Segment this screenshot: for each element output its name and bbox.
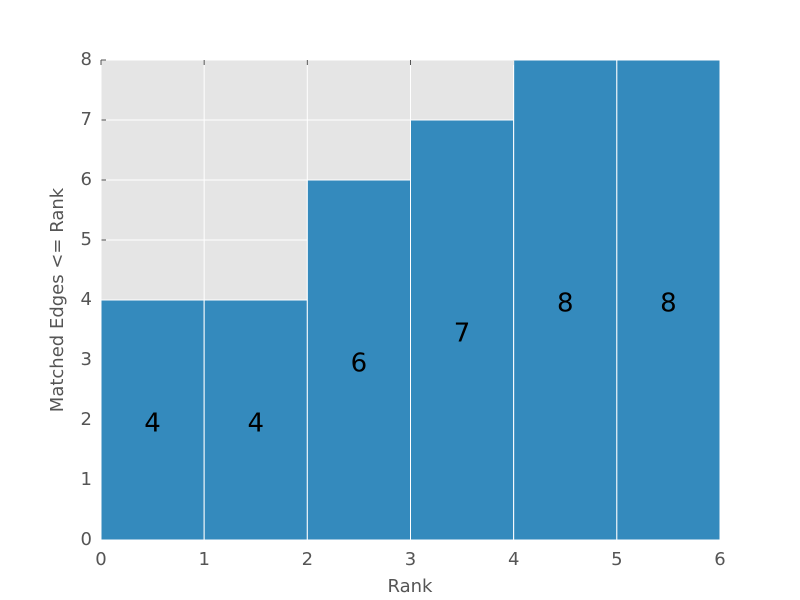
x-tick-label: 3	[405, 549, 416, 570]
bar	[100, 299, 205, 541]
y-tick-label: 7	[81, 109, 92, 130]
x-tick-label: 5	[611, 549, 622, 570]
y-axis-label: Matched Edges <= Rank	[47, 187, 68, 412]
bar	[203, 299, 308, 541]
bar	[616, 59, 721, 541]
x-tick-label: 2	[302, 549, 313, 570]
y-tick-label: 2	[81, 409, 92, 430]
y-tick-label: 8	[81, 49, 92, 70]
bar	[410, 119, 515, 541]
value-label: 4	[144, 409, 161, 439]
x-axis-label: Rank	[388, 576, 434, 597]
bar	[306, 179, 412, 541]
x-tick-label: 1	[198, 549, 209, 570]
y-tick-label: 6	[81, 169, 92, 190]
y-tick-label: 3	[81, 349, 92, 370]
bar	[513, 59, 618, 541]
value-label: 4	[247, 409, 264, 439]
x-tick-label: 0	[95, 549, 106, 570]
value-label: 8	[660, 289, 677, 319]
y-tick-label: 1	[81, 469, 92, 490]
value-label: 8	[557, 289, 574, 319]
y-tick-label: 0	[81, 529, 92, 550]
y-tick-label: 5	[81, 229, 92, 250]
value-label: 6	[351, 349, 368, 379]
x-tick-label: 6	[714, 549, 725, 570]
value-label: 7	[454, 319, 471, 349]
y-tick-label: 4	[81, 289, 92, 310]
x-tick-label: 4	[508, 549, 519, 570]
